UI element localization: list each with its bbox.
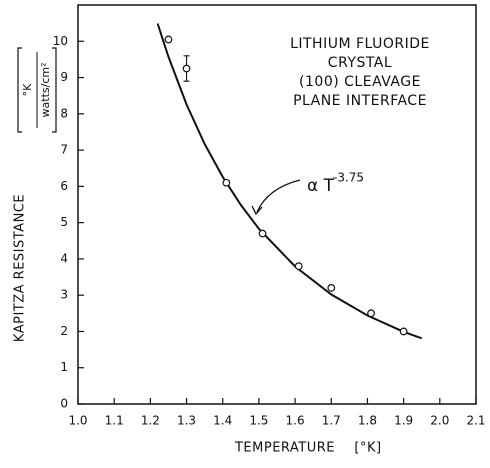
y-tick-label: 2 bbox=[60, 324, 68, 338]
fit-curve bbox=[156, 23, 423, 340]
y-tick-label: 1 bbox=[60, 360, 68, 374]
curve-exponent: -3.75 bbox=[333, 171, 364, 185]
curve-label: α T bbox=[307, 176, 335, 196]
x-tick-label: 1.4 bbox=[213, 414, 232, 428]
y-tick-label: 3 bbox=[60, 288, 68, 302]
annotation: LITHIUM FLUORIDE bbox=[290, 36, 430, 52]
x-tick-label: 1.3 bbox=[177, 414, 196, 428]
annotation: PLANE INTERFACE bbox=[293, 93, 427, 109]
data-point bbox=[294, 262, 303, 271]
y-axis-label: KAPITZA RESISTANCE bbox=[13, 194, 28, 342]
y-tick-label: 9 bbox=[60, 70, 68, 84]
x-tick-label: 1.1 bbox=[105, 414, 124, 428]
annotation-arrowhead bbox=[251, 205, 263, 216]
data-point bbox=[399, 327, 408, 336]
y-tick-label: 8 bbox=[60, 106, 68, 120]
data-point bbox=[164, 35, 173, 44]
y-tick-label: 6 bbox=[60, 179, 68, 193]
data-point bbox=[182, 64, 191, 73]
x-tick-label: 1.6 bbox=[286, 414, 305, 428]
x-tick-label: 1.2 bbox=[141, 414, 160, 428]
y-axis-unit-bottom: watts/cm² bbox=[39, 63, 52, 118]
data-point bbox=[222, 178, 231, 187]
y-axis-unit-top: °K bbox=[21, 83, 34, 97]
y-axis-unit-bracket bbox=[17, 47, 57, 133]
y-tick-label: 4 bbox=[60, 251, 68, 265]
x-tick-label: 1.7 bbox=[322, 414, 341, 428]
annotation: (100) CLEAVAGE bbox=[299, 74, 421, 90]
annotation: CRYSTAL bbox=[328, 55, 392, 71]
x-tick-label: 2.0 bbox=[430, 414, 449, 428]
x-tick-label: 1.0 bbox=[68, 414, 87, 428]
y-tick-label: 5 bbox=[60, 215, 68, 229]
data-point bbox=[258, 229, 267, 238]
data-point bbox=[367, 309, 375, 318]
x-tick-label: 2.1 bbox=[466, 414, 485, 428]
x-tick-label: 1.8 bbox=[358, 414, 377, 428]
x-tick-label: 1.9 bbox=[394, 414, 413, 428]
data-point bbox=[327, 284, 336, 292]
y-tick-label: 0 bbox=[60, 397, 68, 411]
y-tick-label: 10 bbox=[53, 34, 68, 48]
x-axis-unit: [°K] bbox=[354, 441, 381, 456]
annotation-arrow bbox=[256, 179, 301, 213]
x-axis-label: TEMPERATURE bbox=[234, 441, 335, 456]
y-tick-label: 7 bbox=[60, 143, 68, 157]
plot-frame bbox=[77, 4, 477, 405]
x-tick-label: 1.5 bbox=[249, 414, 268, 428]
